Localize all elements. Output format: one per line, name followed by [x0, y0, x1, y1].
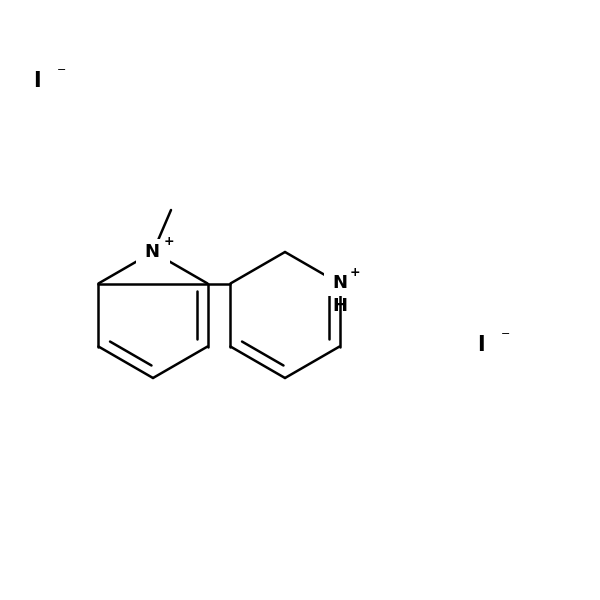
- Text: −: −: [501, 329, 511, 339]
- Bar: [136, 239, 170, 265]
- Text: N: N: [332, 275, 347, 292]
- Text: N: N: [145, 243, 160, 261]
- Text: H: H: [332, 297, 347, 316]
- Text: +: +: [350, 266, 361, 279]
- Bar: [324, 271, 355, 296]
- Text: I: I: [477, 335, 485, 355]
- Text: −: −: [57, 65, 67, 75]
- Text: +: +: [163, 235, 174, 248]
- Text: I: I: [33, 71, 41, 91]
